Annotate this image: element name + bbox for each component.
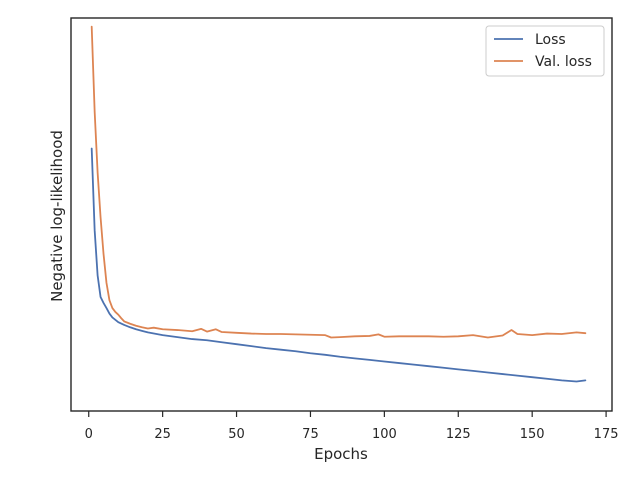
x-tick-label-5: 125 — [446, 427, 471, 442]
x-tick-label-3: 75 — [302, 427, 319, 442]
x-tick-label-6: 150 — [520, 427, 545, 442]
plot-lines — [90, 25, 587, 383]
x-tick-label-1: 25 — [154, 427, 171, 442]
legend-label-1: Val. loss — [535, 54, 592, 70]
x-axis-label: Epochs — [314, 445, 368, 463]
series-line-1 — [90, 25, 587, 339]
legend: Loss Val. loss — [485, 25, 605, 77]
y-axis-label: Negative log-likelihood — [48, 130, 66, 302]
x-tick-label-7: 175 — [594, 427, 619, 442]
legend-label-0: Loss — [535, 32, 566, 48]
x-tick-label-0: 0 — [85, 427, 93, 442]
x-tick-label-4: 100 — [372, 427, 397, 442]
series-line-0 — [90, 147, 587, 383]
plot-frame — [70, 17, 613, 412]
x-axis-ticks: 0 25 50 75 100 125 150 175 — [85, 411, 619, 442]
x-tick-label-2: 50 — [228, 427, 245, 442]
